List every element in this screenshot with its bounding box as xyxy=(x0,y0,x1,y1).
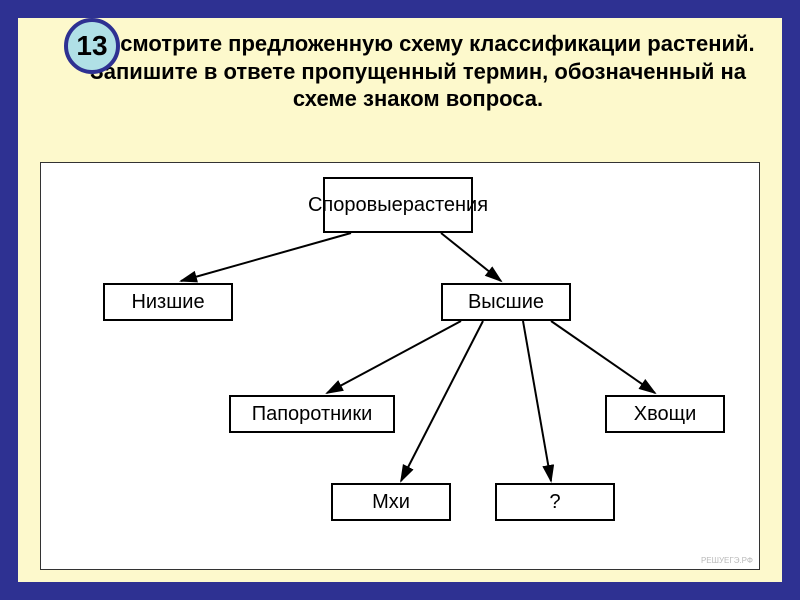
node-root: Споровыерастения xyxy=(323,177,473,233)
diagram-area: Споровыерастения Низшие Высшие Папоротни… xyxy=(40,162,760,570)
node-ferns: Папоротники xyxy=(229,395,395,433)
node-mosses: Мхи xyxy=(331,483,451,521)
node-lower: Низшие xyxy=(103,283,233,321)
watermark: РЕШУЕГЭ.РФ xyxy=(701,556,753,565)
task-number-badge: 13 xyxy=(64,18,120,74)
node-higher: Высшие xyxy=(441,283,571,321)
task-prompt: Рассмотрите предложенную схему классифик… xyxy=(78,30,758,113)
node-question: ? xyxy=(495,483,615,521)
task-number: 13 xyxy=(76,30,107,62)
slide-background: 13 Рассмотрите предложенную схему класси… xyxy=(18,18,782,582)
node-horsetails: Хвощи xyxy=(605,395,725,433)
